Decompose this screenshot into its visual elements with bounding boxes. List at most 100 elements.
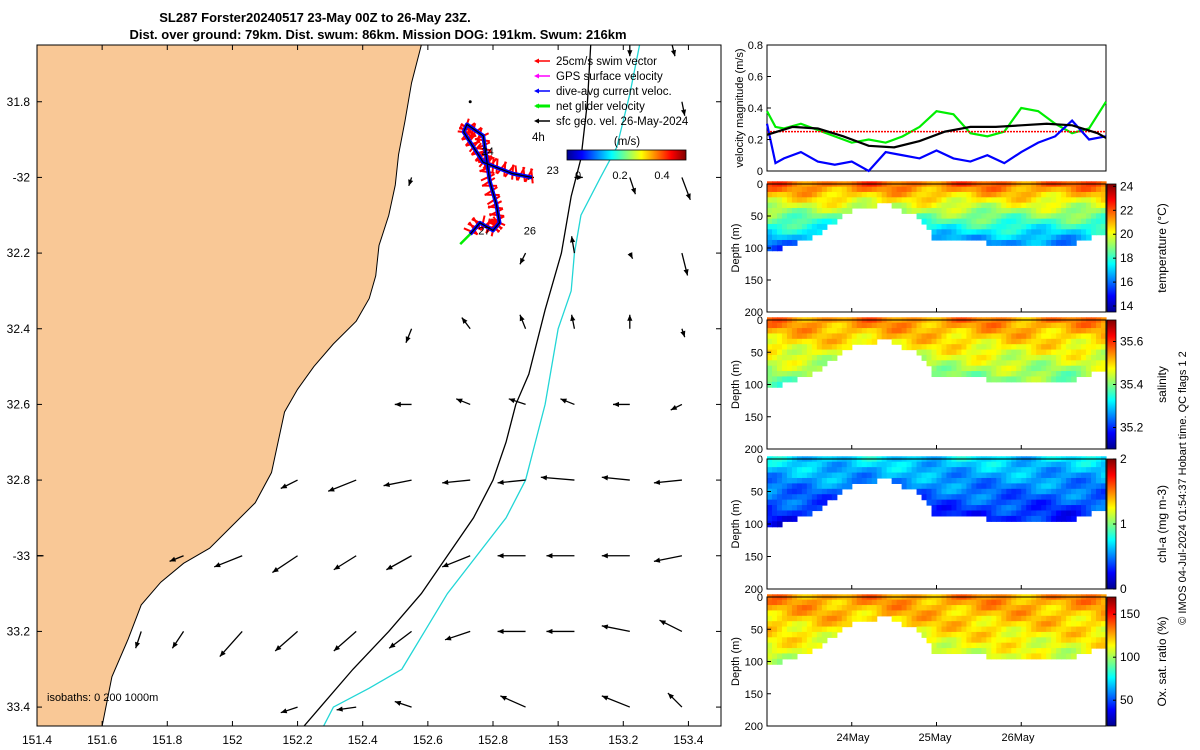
section-cell [1071, 354, 1077, 361]
section-cell [841, 191, 848, 198]
section-cell [966, 223, 972, 230]
section-cell [956, 328, 963, 335]
section-cell [1006, 472, 1012, 479]
section-cell [926, 328, 933, 335]
section-cell [771, 626, 778, 633]
section-cell [806, 477, 813, 484]
section-cell [811, 461, 818, 468]
section-cell [996, 472, 1002, 479]
section-cell [991, 218, 997, 225]
section-cell [941, 365, 948, 372]
section-cell [1046, 207, 1052, 214]
section-cell [886, 186, 893, 193]
section-cell [1096, 483, 1102, 490]
section-cell [1056, 631, 1062, 638]
section-cell [1096, 354, 1102, 361]
section-cell [1026, 186, 1032, 193]
section-cell [921, 333, 928, 340]
section-cell [1081, 197, 1087, 204]
section-cell [1101, 472, 1107, 479]
section-cell [826, 472, 833, 479]
section-cell [786, 349, 793, 356]
section-cell [1011, 488, 1017, 495]
section-cell [886, 605, 893, 612]
section-cell [776, 349, 783, 356]
section-cell [776, 207, 783, 214]
section-cell [941, 615, 948, 622]
section-cell [1041, 505, 1047, 512]
section-cell [826, 207, 833, 214]
section-cell [781, 223, 788, 230]
section-cell [1026, 191, 1032, 198]
section-cell [846, 467, 853, 474]
section-cell [1031, 510, 1037, 517]
section-cell [1101, 202, 1107, 209]
section-cell [811, 223, 818, 230]
section-cell [931, 467, 938, 474]
section-cell [941, 505, 948, 512]
section-cell [806, 631, 813, 638]
section-cell [1006, 515, 1012, 522]
section-cell [1016, 467, 1022, 474]
section-cell [936, 344, 943, 351]
section-cell [796, 197, 803, 204]
section-cell [1061, 197, 1067, 204]
section-cell [851, 322, 858, 329]
section-cell [1011, 610, 1017, 617]
velocity-arrow-head [497, 553, 504, 559]
section-cell [1101, 207, 1107, 214]
section-cell [901, 328, 908, 335]
section-cell [816, 223, 823, 230]
section-colorbar [1106, 183, 1117, 313]
section-cell [906, 483, 913, 490]
section-cell [771, 599, 778, 606]
section-cell [1066, 349, 1072, 356]
section-cell [771, 376, 778, 383]
section-cell [796, 344, 803, 351]
section-cell [776, 467, 783, 474]
section-cell [1101, 494, 1107, 501]
section-cell [1016, 631, 1022, 638]
section-cell [981, 615, 987, 622]
section-cell [1056, 477, 1062, 484]
map-xtick-label: 151.8 [152, 733, 182, 747]
section-cell [1076, 191, 1082, 198]
section-cell [776, 234, 783, 241]
section-cell [1041, 483, 1047, 490]
section-cell [1051, 229, 1057, 236]
map-xtick-label: 151.6 [87, 733, 117, 747]
section-cell [1011, 186, 1017, 193]
section-cell [1016, 494, 1022, 501]
section-cell [981, 344, 987, 351]
section-cell [1066, 338, 1072, 345]
velocity-arrow-head [601, 624, 609, 630]
section-cell [931, 371, 938, 378]
section-cell [941, 467, 948, 474]
section-cell [936, 483, 943, 490]
velocity-arrow [508, 398, 526, 406]
section-cell [786, 186, 793, 193]
section-cell [1006, 344, 1012, 351]
section-cell [1001, 648, 1007, 655]
section-cell [976, 186, 982, 193]
section-cell [767, 229, 773, 236]
section-cell [1081, 467, 1087, 474]
section-cell [1051, 322, 1057, 329]
section-cell [821, 223, 828, 230]
section-cell [1001, 239, 1007, 246]
section-cell [1026, 354, 1032, 361]
section-cell [1021, 642, 1027, 649]
section-cell [916, 599, 923, 606]
section-cell [1006, 328, 1012, 335]
velocity-arrow-head [135, 641, 140, 649]
section-cell [911, 333, 918, 340]
section-cell [851, 610, 858, 617]
section-cell [921, 488, 928, 495]
section-cell [1051, 483, 1057, 490]
section-cell [1026, 229, 1032, 236]
section-cell [911, 207, 918, 214]
section-cell [1041, 234, 1047, 241]
section-cell [821, 488, 828, 495]
section-cell [946, 642, 953, 649]
section-cell [776, 191, 783, 198]
